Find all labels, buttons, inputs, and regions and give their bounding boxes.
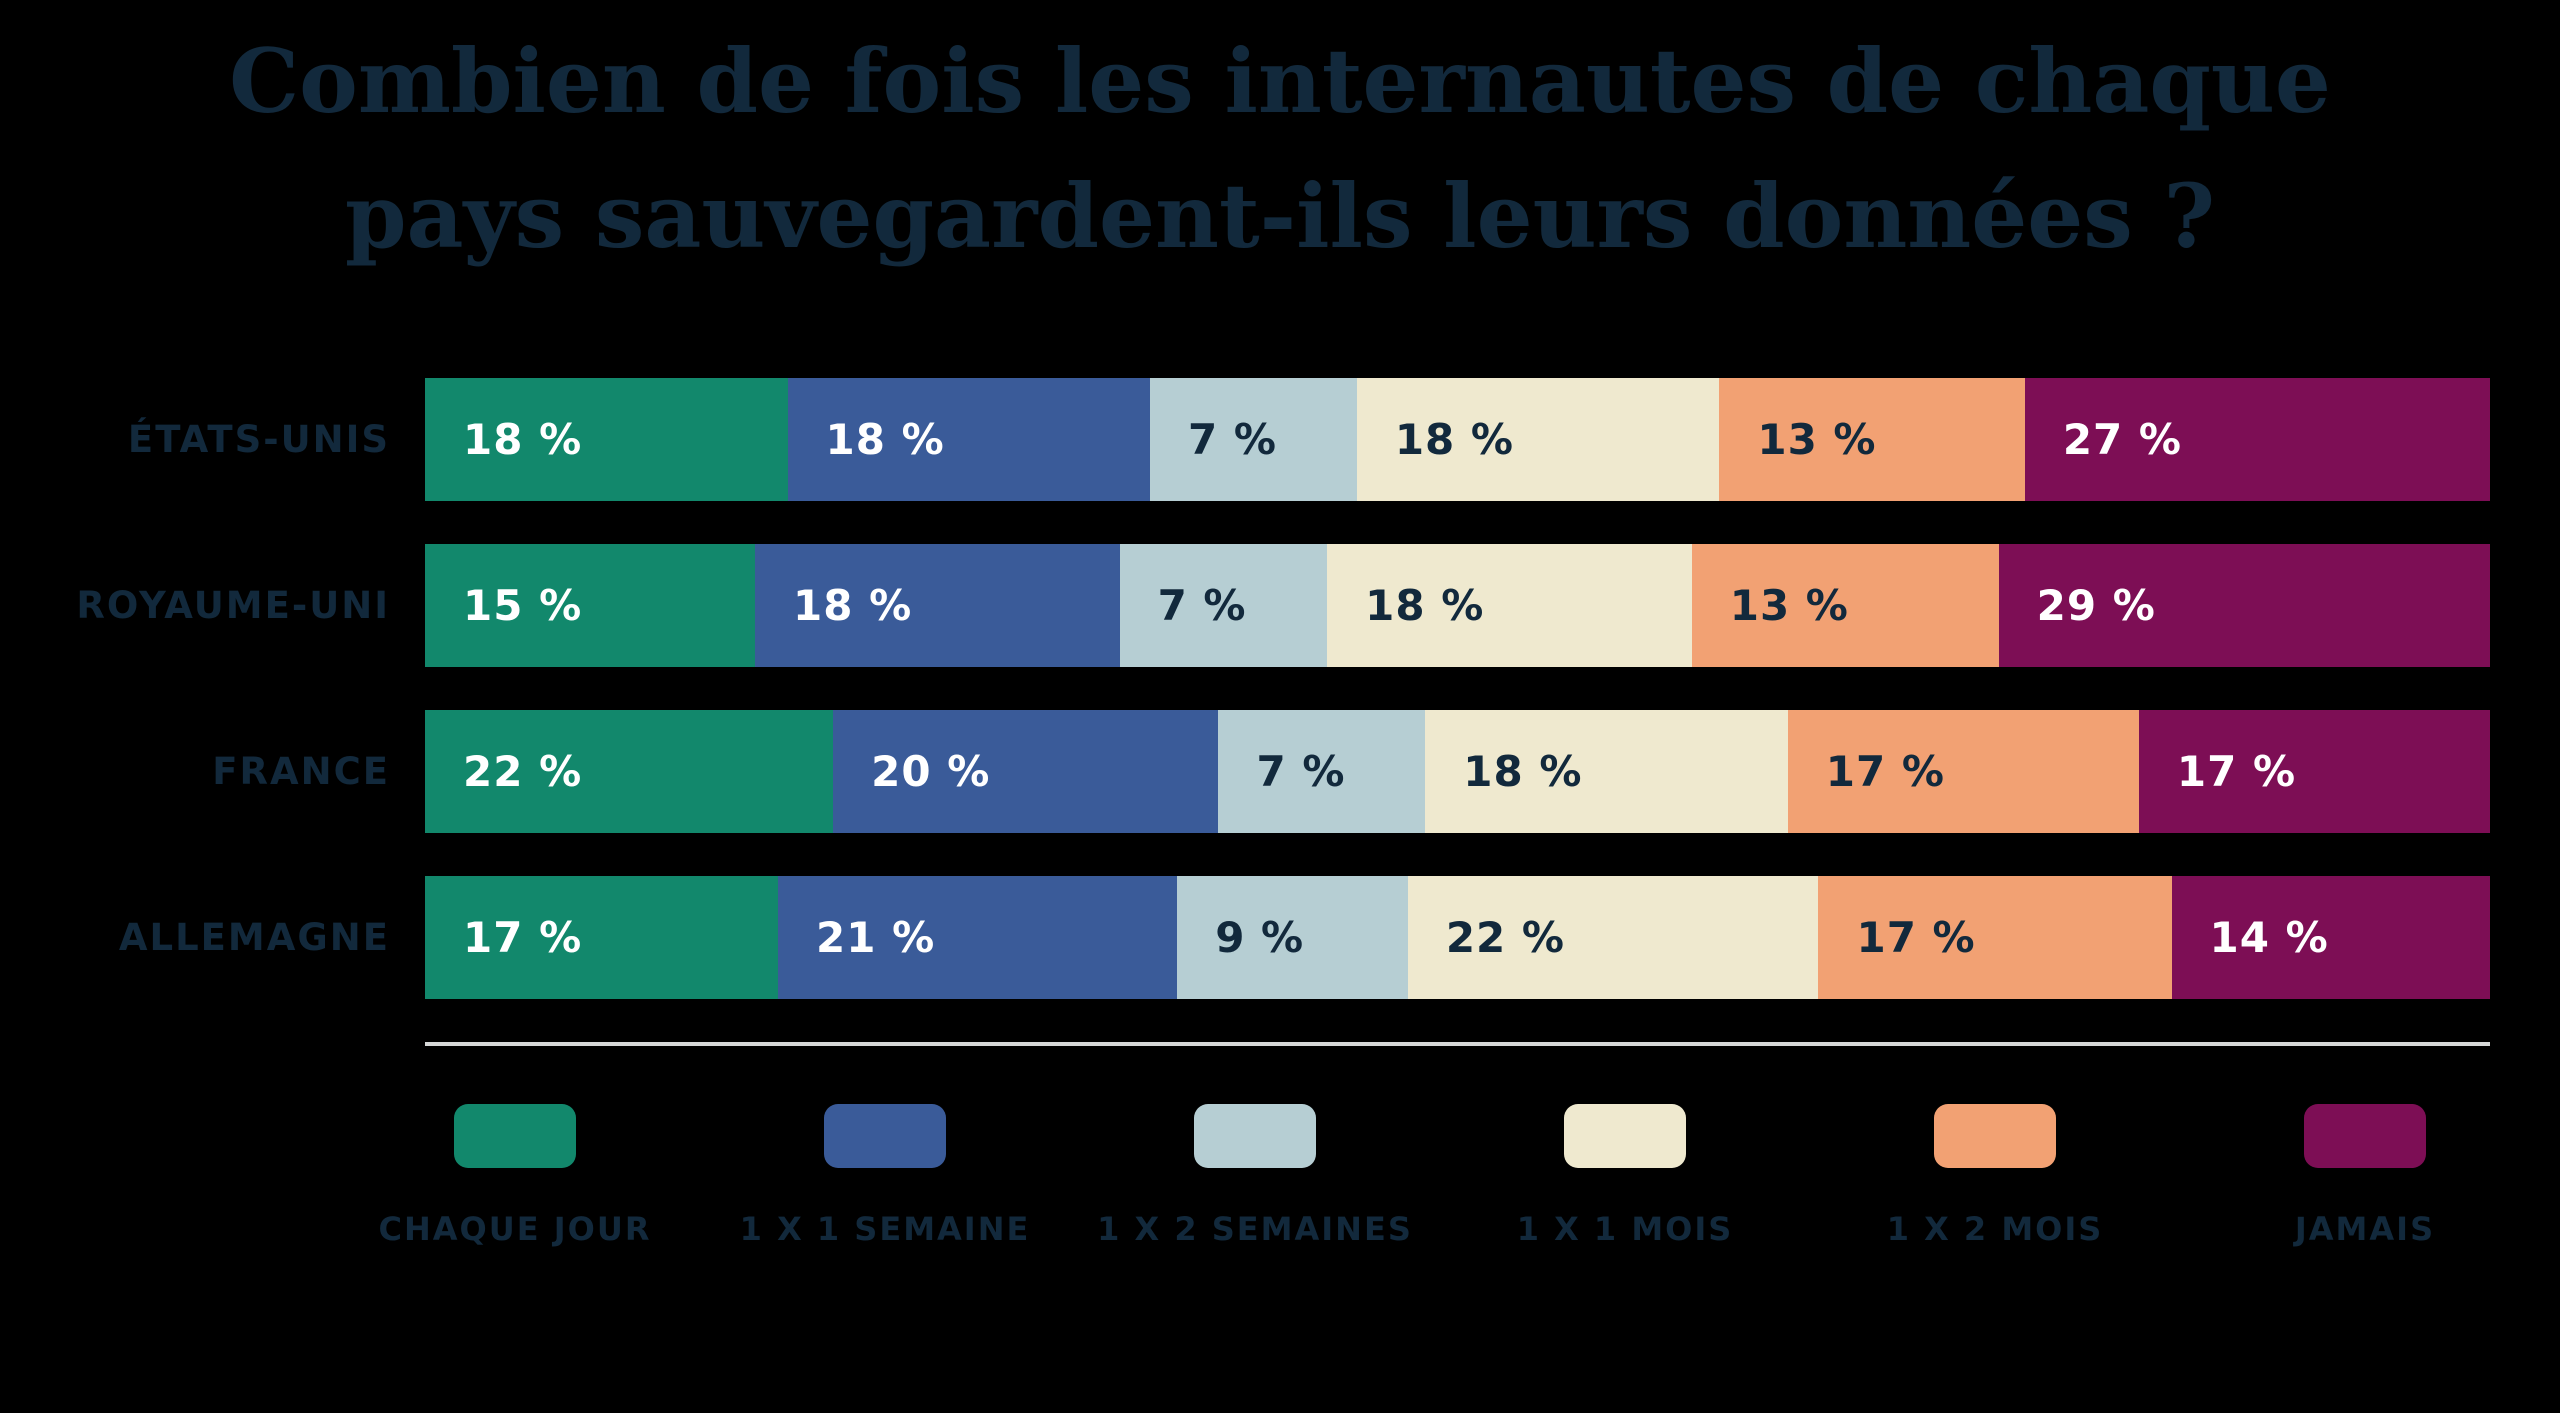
bar-segment: 18 % [1327,544,1692,667]
legend-label: CHAQUE JOUR [378,1210,652,1248]
segment-value-label: 13 % [1757,415,1877,464]
stacked-bar: 15 % 18 % 7 % 18 % 13 % 29 % [425,544,2490,667]
bar-segment: 14 % [2171,876,2490,999]
bar-segment: 18 % [1425,710,1788,833]
bar-segment: 20 % [833,710,1219,833]
country-row: FRANCE 22 % 20 % 7 % 18 % 17 % 17 % [0,710,2560,833]
bar-segment: 17 % [425,876,779,999]
legend-swatch [1934,1104,2056,1168]
segment-value-label: 9 % [1215,913,1305,962]
stacked-bar: 22 % 20 % 7 % 18 % 17 % 17 % [425,710,2490,833]
legend-item: CHAQUE JOUR [330,1104,700,1248]
segment-value-label: 7 % [1188,415,1277,464]
country-row: ALLEMAGNE 17 % 21 % 9 % 22 % 17 % 14 % [0,876,2560,999]
segment-value-label: 21 % [816,913,936,962]
bar-segment: 9 % [1177,876,1408,999]
bar-segment: 27 % [2024,378,2490,501]
segment-value-label: 18 % [1463,747,1583,796]
legend-label: JAMAIS [2294,1210,2436,1248]
segment-value-label: 7 % [1256,747,1346,796]
bar-segment: 15 % [425,544,755,667]
bar-segment: 21 % [778,876,1178,999]
segment-value-label: 22 % [463,747,583,796]
segment-value-label: 14 % [2209,913,2329,962]
bar-segment: 29 % [1998,544,2490,667]
legend-label: 1 X 2 SEMAINES [1097,1210,1413,1248]
legend-item: JAMAIS [2180,1104,2550,1248]
segment-value-label: 22 % [1445,913,1565,962]
country-label: ALLEMAGNE [118,916,390,959]
legend-item: 1 X 1 SEMAINE [700,1104,1070,1248]
segment-value-label: 18 % [825,415,945,464]
bar-segment: 17 % [2138,710,2490,833]
bar-segment: 17 % [1818,876,2172,999]
bar-segment: 18 % [787,378,1151,501]
legend-swatch [1194,1104,1316,1168]
stacked-bar-chart: ÉTATS-UNIS 18 % 18 % 7 % 18 % 13 % 27 % … [0,378,2560,999]
bar-segment: 17 % [1787,710,2139,833]
stacked-bar: 17 % 21 % 9 % 22 % 17 % 14 % [425,876,2490,999]
bar-segment: 22 % [1407,876,1819,999]
legend-separator-line [425,1042,2490,1046]
page-title-line1: Combien de fois les internautes de chaqu… [229,29,2331,133]
segment-value-label: 17 % [1825,747,1945,796]
page-title-line2: pays sauvegardent-ils leurs données ? [345,164,2215,268]
segment-value-label: 29 % [2036,581,2156,630]
bar-segment: 18 % [425,378,788,501]
stacked-bar: 18 % 18 % 7 % 18 % 13 % 27 % [425,378,2490,501]
country-label: ROYAUME-UNI [76,584,390,627]
bar-segment: 18 % [755,544,1120,667]
bar-segment: 7 % [1218,710,1426,833]
segment-value-label: 18 % [463,415,583,464]
segment-value-label: 20 % [871,747,991,796]
bar-segment: 13 % [1719,378,2025,501]
segment-value-label: 18 % [793,581,913,630]
segment-value-label: 17 % [1856,913,1976,962]
bar-segment: 7 % [1119,544,1328,667]
segment-value-label: 18 % [1394,415,1514,464]
legend-swatch [2304,1104,2426,1168]
legend-swatch [824,1104,946,1168]
legend-item: 1 X 1 MOIS [1440,1104,1810,1248]
chart-legend: CHAQUE JOUR 1 X 1 SEMAINE 1 X 2 SEMAINES… [330,1104,2550,1248]
legend-label: 1 X 1 MOIS [1516,1210,1734,1248]
country-label: FRANCE [212,750,390,793]
country-label: ÉTATS-UNIS [127,418,390,461]
page-title: Combien de fois les internautes de chaqu… [0,0,2560,284]
legend-swatch [1564,1104,1686,1168]
legend-label: 1 X 1 SEMAINE [739,1210,1031,1248]
segment-value-label: 18 % [1365,581,1485,630]
legend-swatch [454,1104,576,1168]
segment-value-label: 17 % [463,913,583,962]
legend-item: 1 X 2 SEMAINES [1070,1104,1440,1248]
segment-value-label: 13 % [1729,581,1849,630]
country-row: ROYAUME-UNI 15 % 18 % 7 % 18 % 13 % 29 % [0,544,2560,667]
bar-segment: 7 % [1150,378,1357,501]
segment-value-label: 27 % [2062,415,2182,464]
legend-label: 1 X 2 MOIS [1886,1210,2104,1248]
bar-segment: 13 % [1691,544,1999,667]
legend-item: 1 X 2 MOIS [1810,1104,2180,1248]
country-row: ÉTATS-UNIS 18 % 18 % 7 % 18 % 13 % 27 % [0,378,2560,501]
segment-value-label: 17 % [2176,747,2297,796]
segment-value-label: 7 % [1157,581,1247,630]
bar-segment: 22 % [425,710,834,833]
segment-value-label: 15 % [463,581,583,630]
bar-segment: 18 % [1356,378,1720,501]
